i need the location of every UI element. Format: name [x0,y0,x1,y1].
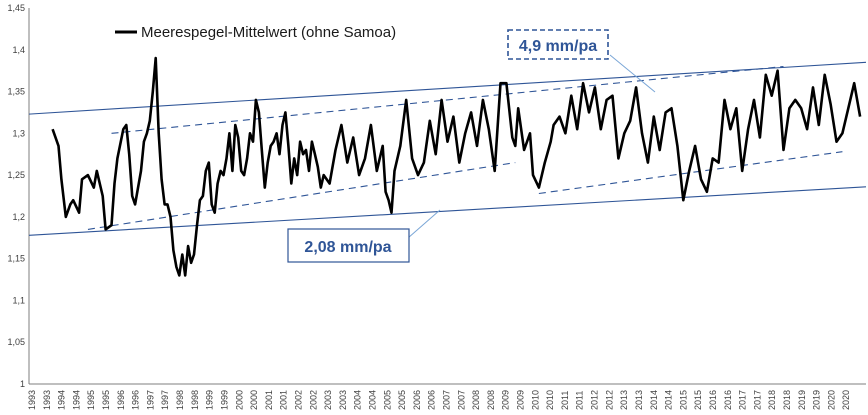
y-tick-label: 1,05 [7,337,25,347]
x-tick-label: 2007 [456,390,466,410]
series-line [51,56,862,277]
x-tick-label: 2009 [516,390,526,410]
x-tick-label: 2005 [397,390,407,410]
solid-trend-line [28,186,867,236]
x-tick-label: 2004 [353,390,363,410]
y-tick-label: 1,35 [7,87,25,97]
legend-label: Meerespegel-Mittelwert (ohne Samoa) [141,24,396,41]
x-tick-label: 2009 [501,390,511,410]
x-tick-label: 1995 [86,390,96,410]
x-tick-label: 2011 [560,391,570,410]
x-tick-label: 2013 [619,390,629,410]
x-tick-label: 2006 [412,390,422,410]
x-tick-label: 1998 [190,390,200,410]
y-tick-label: 1 [20,379,25,389]
x-tick-label: 2003 [338,390,348,410]
x-tick-label: 2020 [841,390,851,410]
x-tick-label: 2002 [308,390,318,410]
x-tick-label: 2012 [590,390,600,410]
x-tick-label: 2001 [279,390,289,410]
series-layer [51,56,862,277]
x-tick-label: 1997 [145,390,155,410]
dashed-trend-line [538,151,843,195]
trend-lines [28,61,867,236]
x-tick-label: 2015 [693,390,703,410]
x-tick-label: 2006 [427,390,437,410]
x-tick-label: 2002 [293,390,303,410]
y-tick-label: 1,1 [12,295,25,305]
x-tick-label: 2016 [708,390,718,410]
x-tick-label: 2010 [530,390,540,410]
x-tick-label: 2011 [575,391,585,410]
x-tick-label: 1996 [116,390,126,410]
y-tick-label: 1,3 [12,128,25,138]
dashed-trend-line [87,162,516,230]
x-tick-label: 1993 [27,390,37,410]
annotation-upper-rate: 4,9 mm/pa [507,29,656,93]
x-tick-label: 1995 [101,390,111,410]
x-tick-label: 2008 [471,390,481,410]
x-tick-label: 2013 [634,390,644,410]
x-tick-label: 1994 [71,390,81,410]
annotation-lower-box [287,228,410,263]
x-tick-label: 2018 [782,390,792,410]
x-tick-label: 2016 [723,390,733,410]
x-tick-label: 2017 [738,390,748,410]
x-tick-label: 1999 [219,390,229,410]
x-tick-label: 2019 [797,390,807,410]
x-tick-label: 2015 [678,390,688,410]
dashed-trend-line [111,65,784,134]
x-tick-label: 1997 [160,390,170,410]
legend: Meerespegel-Mittelwert (ohne Samoa) [115,24,396,41]
annotation-upper-leader [609,54,656,93]
annotation-lower-rate: 2,08 mm/pa [287,209,441,263]
x-tick-label: 2017 [752,390,762,410]
y-tick-label: 1,2 [12,212,25,222]
y-tick-label: 1,15 [7,254,25,264]
x-tick-label: 1999 [205,390,215,410]
x-tick-label: 2014 [649,390,659,410]
x-tick-label: 2018 [767,390,777,410]
x-tick-label: 2001 [264,390,274,410]
x-tick-label: 2000 [234,390,244,410]
annotation-lower-text: 2,08 mm/pa [304,239,391,256]
x-tick-label: 1993 [42,390,52,410]
x-tick-label: 2000 [249,390,259,410]
x-tick-label: 2003 [323,390,333,410]
x-tick-labels: 1993 1993 1994 1994 1995 1995 1996 1996 1997 1997… [27,390,851,410]
x-tick-label: 2005 [382,390,392,410]
y-tick-label: 1,25 [7,170,25,180]
y-tick-label: 1,4 [12,45,25,55]
x-tick-label: 1998 [175,390,185,410]
y-tick-label: 1,45 [7,3,25,13]
x-tick-label: 2014 [664,390,674,410]
x-tick-label: 2004 [367,390,377,410]
x-tick-label: 2020 [826,390,836,410]
annotation-lower-leader [407,209,441,239]
annotation-upper-box [507,29,609,60]
x-tick-label: 1994 [57,390,67,410]
x-tick-label: 1996 [131,390,141,410]
annotation-upper-text: 4,9 mm/pa [519,38,597,55]
y-tick-labels: 1 1,05 1,1 1,15 1,2 1,25 1,3 1,35 1,4 1,45 [7,3,25,389]
solid-trend-line [28,61,867,115]
x-tick-label: 2007 [442,390,452,410]
x-tick-label: 2012 [604,390,614,410]
x-tick-label: 2019 [812,390,822,410]
x-tick-label: 2010 [545,390,555,410]
x-tick-label: 2008 [486,390,496,410]
